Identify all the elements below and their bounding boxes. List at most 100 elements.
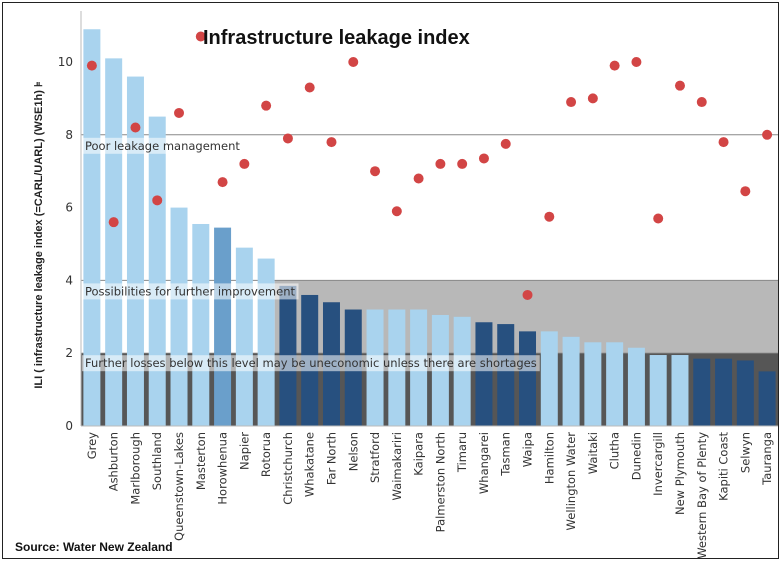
band-label-1: Possibilities for further improvement <box>85 284 295 298</box>
bar-22 <box>562 336 580 426</box>
y-axis-label: ILI ( infrastructure leakage index (=CAR… <box>33 81 45 389</box>
bar-25 <box>627 347 645 426</box>
x-tick-7: Napier <box>237 432 251 470</box>
bar-4 <box>170 207 188 426</box>
x-tick-10: Whakatane <box>303 432 317 497</box>
x-tick-30: Selwyn <box>738 432 752 473</box>
chart-source: Source: Water New Zealand <box>15 540 173 554</box>
y-tick-10: 10 <box>58 55 73 69</box>
dot-4 <box>174 107 185 118</box>
x-tick-26: Invercargill <box>651 432 665 496</box>
dot-5 <box>195 31 206 42</box>
x-tick-6: Horowhenua <box>216 432 230 505</box>
dot-21 <box>544 211 555 222</box>
x-tick-0: Grey <box>85 432 99 459</box>
dot-17 <box>457 158 468 169</box>
band-label-bg-2 <box>82 355 540 372</box>
dot-18 <box>478 153 489 164</box>
bar-19 <box>497 324 515 426</box>
y-tick-2: 2 <box>65 346 73 360</box>
bar-8 <box>257 258 275 426</box>
dot-0 <box>86 60 97 71</box>
x-tick-27: New Plymouth <box>673 432 687 515</box>
dot-7 <box>239 158 250 169</box>
dot-12 <box>348 57 359 67</box>
dot-25 <box>631 57 642 67</box>
dot-20 <box>522 289 533 300</box>
bar-2 <box>126 76 144 426</box>
x-tick-12: Nelson <box>346 432 360 471</box>
y-tick-0: 0 <box>65 419 73 433</box>
x-tick-31: Tauranga <box>760 432 774 486</box>
dot-8 <box>261 100 272 111</box>
dot-13 <box>370 166 381 177</box>
band-label-bg-0 <box>82 137 244 154</box>
axis-layer: 0 2 4 6 8 10 Grey Ashburton Marlborough Southland… <box>58 11 778 559</box>
bar-29 <box>715 358 733 426</box>
dots-layer <box>86 31 773 300</box>
x-tick-15: Kaipara <box>412 432 426 476</box>
dot-2 <box>130 122 141 133</box>
x-tick-1: Ashburton <box>107 432 121 491</box>
bar-18 <box>475 322 493 426</box>
dot-23 <box>587 93 598 104</box>
dot-28 <box>696 97 707 108</box>
band-label-2: Further losses below this level may be u… <box>85 356 537 370</box>
x-tick-23: Waitaki <box>586 432 600 474</box>
dot-19 <box>500 138 511 149</box>
x-tick-24: Clutha <box>608 432 622 469</box>
y-tick-4: 4 <box>65 273 73 287</box>
y-tick-8: 8 <box>65 128 73 142</box>
bar-6 <box>214 227 232 426</box>
band-label-bg-1 <box>82 283 299 300</box>
chart-svg: Poor leakage management Possibilities for… <box>15 11 778 559</box>
chart-title: Infrastructure leakage index <box>203 27 470 49</box>
bar-26 <box>649 355 667 426</box>
x-tick-22: Wellington Water <box>564 432 578 531</box>
dot-26 <box>653 213 664 224</box>
dot-16 <box>435 158 446 169</box>
x-tick-8: Rotorua <box>259 432 273 477</box>
x-tick-21: Hamilton <box>542 432 556 484</box>
x-tick-17: Timaru <box>455 432 469 473</box>
x-tick-29: Kapiti Coast <box>717 432 731 501</box>
bar-0 <box>83 29 101 427</box>
x-tick-28: Western Bay of Plenty <box>695 432 709 559</box>
bar-21 <box>540 331 558 426</box>
bar-23 <box>584 342 602 426</box>
x-tick-2: Marlborough <box>128 432 142 505</box>
dot-24 <box>609 60 620 71</box>
x-tick-25: Dunedin <box>629 432 643 480</box>
dot-1 <box>108 217 119 228</box>
x-tick-16: Palmerston North <box>433 432 447 532</box>
bar-20 <box>519 331 537 426</box>
x-tick-4: Queenstown-Lakes <box>172 432 186 541</box>
dot-15 <box>413 173 424 184</box>
dot-29 <box>718 137 729 148</box>
dot-30 <box>740 186 751 197</box>
x-tick-20: Waipa <box>521 432 535 467</box>
bar-28 <box>693 358 711 426</box>
x-tick-11: Far North <box>324 432 338 485</box>
bar-30 <box>736 360 754 426</box>
x-tick-19: Tasman <box>499 432 513 477</box>
dot-11 <box>326 137 337 148</box>
bar-3 <box>148 116 166 426</box>
bar-31 <box>758 371 776 426</box>
x-tick-3: Southland <box>150 432 164 490</box>
band-label-0: Poor leakage management <box>85 139 240 153</box>
dot-31 <box>762 129 773 140</box>
dot-9 <box>282 133 293 144</box>
dot-14 <box>391 206 402 217</box>
x-tick-14: Waimakariri <box>390 432 404 500</box>
bar-5 <box>192 223 210 426</box>
x-tick-9: Christchurch <box>281 432 295 505</box>
bar-7 <box>235 247 253 426</box>
band-labels-layer: Poor leakage management Possibilities for… <box>82 137 540 372</box>
dot-22 <box>566 97 577 108</box>
dot-27 <box>674 80 685 91</box>
dot-6 <box>217 177 228 188</box>
x-tick-18: Whangarei <box>477 432 491 494</box>
x-tick-5: Masterton <box>194 432 208 490</box>
